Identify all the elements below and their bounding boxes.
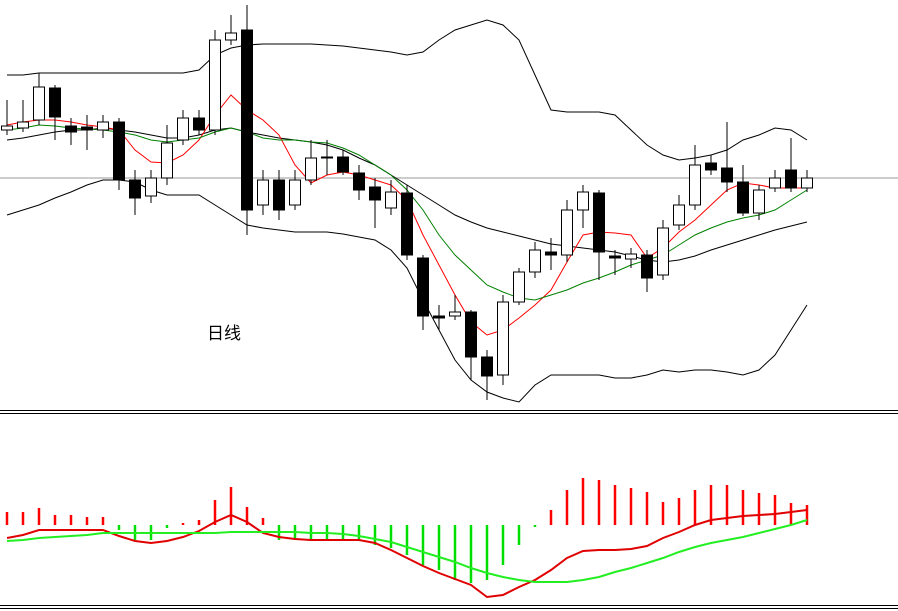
candle-body — [705, 162, 717, 171]
candle-body — [561, 209, 573, 256]
candle-body — [33, 86, 45, 121]
candle-body — [769, 177, 781, 189]
candle-body — [577, 191, 589, 211]
candle-body — [673, 204, 685, 226]
candle-body — [513, 271, 525, 303]
candle-body — [369, 186, 381, 201]
candle-body — [97, 121, 109, 131]
candle-body — [353, 172, 365, 191]
candle-body — [593, 192, 605, 253]
candle-body — [721, 167, 733, 183]
candle-body — [17, 121, 29, 129]
candle-body — [257, 179, 269, 206]
candle-body — [209, 39, 221, 131]
candle-body — [225, 32, 237, 41]
candle-body — [689, 164, 701, 206]
candle-body — [545, 251, 557, 256]
candle-body — [145, 177, 157, 197]
candle-body — [1, 125, 13, 131]
candle-body — [497, 301, 509, 376]
candle-body — [449, 311, 461, 317]
candle-body — [625, 253, 637, 260]
annotation: 日线 — [207, 324, 241, 344]
candle-body — [113, 121, 125, 181]
candle-body — [801, 177, 813, 189]
candle-body — [273, 179, 285, 211]
indicator-line — [7, 19, 808, 161]
indicator-line — [6, 519, 808, 583]
candle-body — [49, 87, 61, 118]
candle-body — [305, 157, 317, 181]
candle-body — [193, 117, 205, 131]
candle-body — [433, 315, 445, 319]
candle-body — [241, 29, 253, 211]
candle-body — [129, 179, 141, 199]
candle-body — [321, 156, 333, 159]
candle-body — [609, 255, 621, 259]
candle-body — [177, 117, 189, 141]
candle-body — [641, 254, 653, 279]
candle-body — [161, 142, 173, 179]
candle-body — [753, 189, 765, 214]
candle-body — [401, 192, 413, 256]
candle-body — [481, 356, 493, 377]
candle-body — [465, 311, 477, 358]
candle-body — [289, 179, 301, 206]
candle-body — [65, 125, 77, 133]
candle-body — [657, 227, 669, 276]
candle-body — [337, 156, 349, 173]
indicator-line — [6, 509, 808, 599]
candle-body — [737, 181, 749, 214]
candle-body — [785, 169, 797, 189]
candle-body — [81, 126, 93, 131]
candle-body — [417, 257, 429, 317]
candle-body — [529, 249, 541, 273]
candle-body — [385, 191, 397, 209]
